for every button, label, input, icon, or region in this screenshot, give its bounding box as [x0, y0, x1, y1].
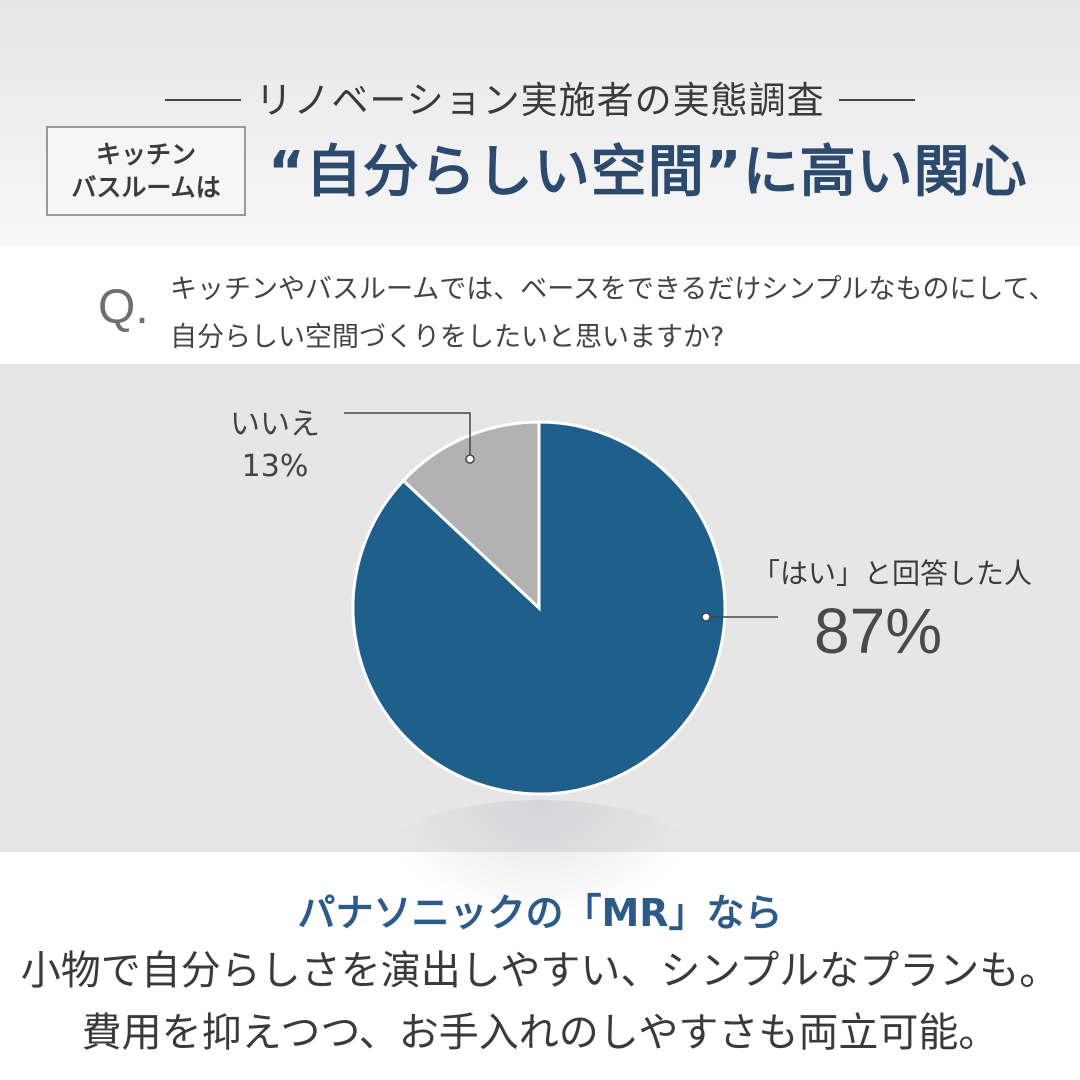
slice-label-no: いいえ 13%: [210, 404, 340, 488]
slice-label-no-value: 13%: [241, 449, 309, 484]
subject-line-2: バスルームは: [71, 173, 221, 202]
product-line: パナソニックの「MR」なら: [297, 891, 783, 935]
subject-line-1: キッチン: [95, 140, 196, 169]
survey-label-text: リノベーション実施者の実態調査: [255, 79, 825, 122]
leader-yes-dot: [701, 612, 711, 622]
leader-no-dot: [465, 454, 475, 464]
leader-no-line: [344, 412, 471, 459]
slice-label-yes-text: 「はい」と回答した人: [752, 557, 1033, 590]
slice-label-no-text: いいえ: [230, 407, 320, 442]
description: 小物で自分らしさを演出しやすい、シンプルなプランも。 費用を抑えつつ、お手入れの…: [0, 940, 1080, 1064]
description-line-2: 費用を抑えつつ、お手入れのしやすさも両立可能。: [81, 1010, 999, 1056]
slice-label-yes-value: 87%: [814, 595, 943, 667]
pie-reflection: [380, 800, 700, 920]
subject-box: キッチン バスルームは: [46, 126, 246, 216]
question-text: キッチンやバスルームでは、ベースをできるだけシンプルなものにして、 自分らしい空…: [170, 266, 1070, 362]
left-rule: [165, 98, 242, 101]
right-rule: [838, 98, 915, 101]
description-line-1: 小物で自分らしさを演出しやすい、シンプルなプランも。: [20, 948, 1060, 994]
question-mark: Q.: [98, 281, 149, 334]
pie-slice-no: [401, 420, 541, 612]
question-line-1: キッチンやバスルームでは、ベースをできるだけシンプルなものにして、: [170, 274, 1056, 305]
headline: “自分らしい空間”に高い関心: [268, 140, 1028, 205]
question-line-2: 自分らしい空間づくりをしたいと思いますか?: [170, 322, 725, 353]
survey-label: リノベーション実施者の実態調査: [0, 70, 1080, 124]
